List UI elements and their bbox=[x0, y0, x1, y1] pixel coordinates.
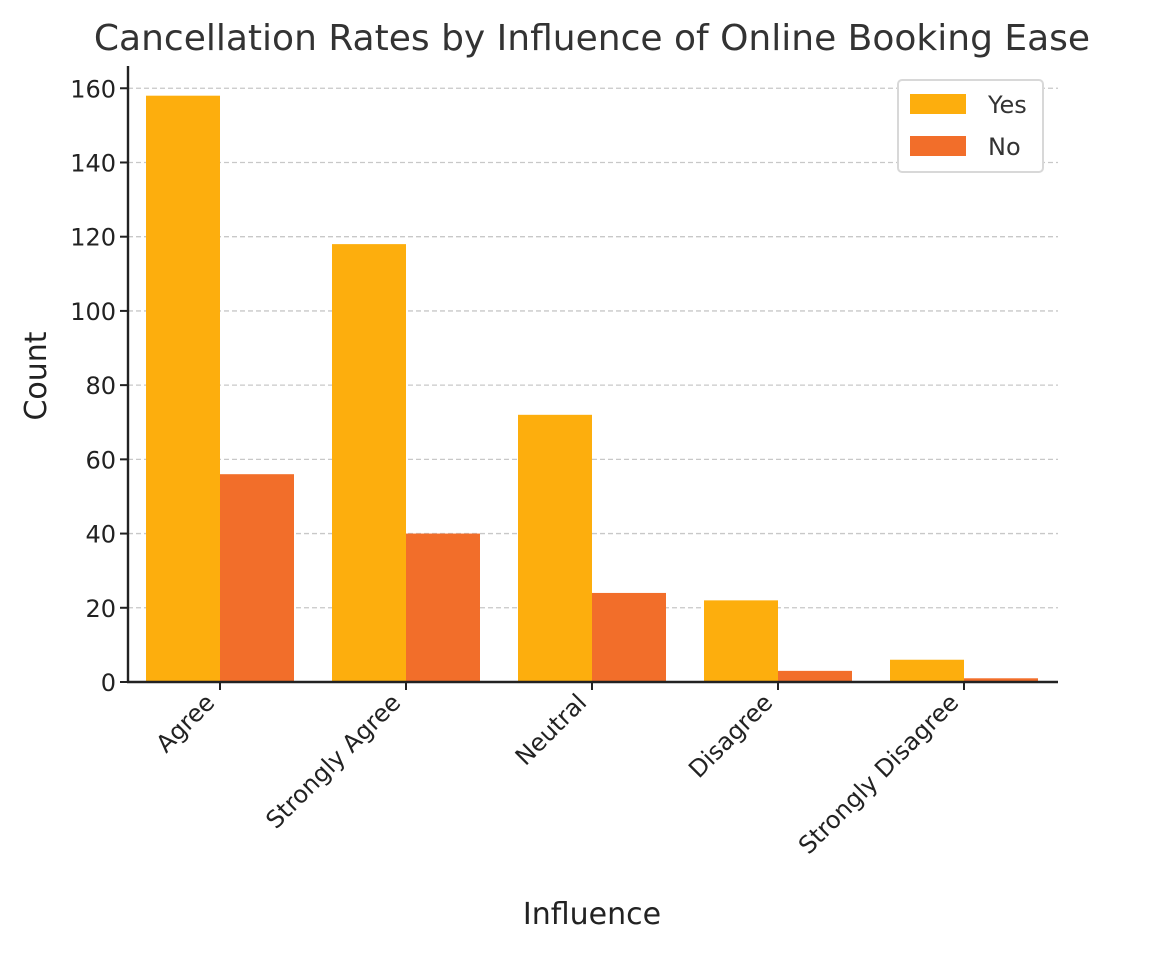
x-axis-label: Influence bbox=[523, 897, 661, 932]
legend-label-yes: Yes bbox=[987, 91, 1027, 119]
y-axis-label: Count bbox=[19, 331, 54, 420]
bar-no-strongly-disagree bbox=[964, 678, 1038, 682]
legend-swatch-yes bbox=[910, 94, 966, 114]
y-tick-label: 80 bbox=[85, 372, 116, 400]
bar-yes-agree bbox=[146, 95, 220, 682]
y-tick-label: 60 bbox=[85, 446, 116, 474]
legend-label-no: No bbox=[988, 133, 1021, 161]
y-tick-labels: 0 20 40 60 80 100 120 140 160 bbox=[70, 75, 116, 697]
legend-swatch-no bbox=[910, 136, 966, 156]
x-tick-label: Agree bbox=[151, 688, 221, 758]
chart-title: Cancellation Rates by Influence of Onlin… bbox=[94, 18, 1090, 59]
x-tick-label: Strongly Agree bbox=[260, 688, 406, 834]
x-tick-label: Disagree bbox=[683, 688, 778, 783]
bar-yes-strongly-agree bbox=[332, 244, 406, 682]
bar-no-neutral bbox=[592, 592, 666, 682]
bar-yes-neutral bbox=[518, 414, 592, 682]
x-tick-label: Neutral bbox=[510, 688, 592, 770]
y-tick-label: 140 bbox=[70, 149, 116, 177]
y-tick-label: 100 bbox=[70, 298, 116, 326]
bar-yes-strongly-disagree bbox=[890, 659, 964, 682]
y-tick-label: 40 bbox=[85, 521, 116, 549]
bars bbox=[146, 95, 1038, 682]
y-tick-label: 160 bbox=[70, 75, 116, 103]
x-tick-labels: Agree Strongly Agree Neutral Disagree Strong… bbox=[151, 688, 965, 859]
y-tick-label: 20 bbox=[85, 595, 116, 623]
bar-no-agree bbox=[220, 474, 294, 682]
x-tick-label: Strongly Disagree bbox=[793, 688, 964, 859]
y-tick-label: 0 bbox=[101, 669, 116, 697]
bar-no-disagree bbox=[778, 670, 852, 682]
axes bbox=[120, 66, 1058, 690]
legend: Yes No bbox=[897, 79, 1044, 173]
y-tick-label: 120 bbox=[70, 224, 116, 252]
bar-no-strongly-agree bbox=[406, 533, 480, 682]
bar-yes-disagree bbox=[704, 600, 778, 682]
